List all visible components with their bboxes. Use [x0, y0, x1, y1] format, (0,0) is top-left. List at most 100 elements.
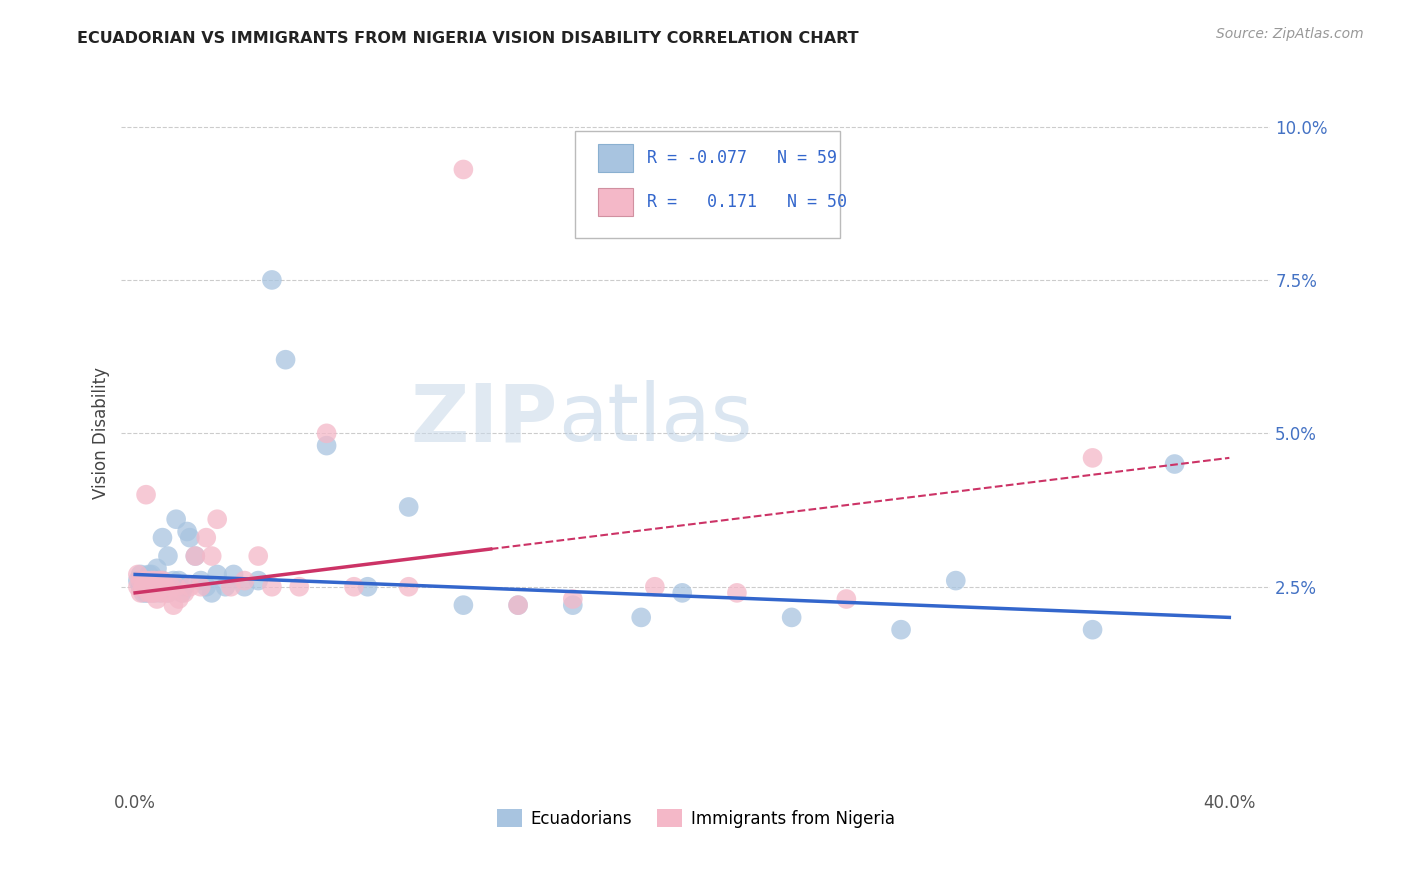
Point	[173, 580, 195, 594]
Point	[173, 586, 195, 600]
Point	[138, 567, 160, 582]
Point	[156, 586, 179, 600]
Point	[1081, 450, 1104, 465]
Point	[127, 580, 149, 594]
Y-axis label: Vision Disability: Vision Disability	[93, 368, 110, 500]
Point	[725, 586, 748, 600]
Point	[214, 580, 236, 594]
FancyBboxPatch shape	[598, 187, 633, 216]
Point	[149, 574, 172, 588]
Point	[453, 598, 475, 612]
Point	[156, 549, 179, 563]
Point	[149, 580, 172, 594]
Point	[1081, 623, 1104, 637]
Point	[129, 574, 152, 588]
Point	[398, 500, 420, 514]
Text: ECUADORIAN VS IMMIGRANTS FROM NIGERIA VISION DISABILITY CORRELATION CHART: ECUADORIAN VS IMMIGRANTS FROM NIGERIA VI…	[77, 31, 859, 46]
Point	[152, 586, 174, 600]
Point	[205, 567, 228, 582]
Point	[780, 610, 803, 624]
Point	[146, 561, 169, 575]
Point	[184, 549, 207, 563]
Point	[506, 598, 529, 612]
Point	[247, 574, 270, 588]
Point	[138, 580, 160, 594]
Point	[343, 580, 366, 594]
Point	[149, 580, 172, 594]
Point	[146, 592, 169, 607]
Point	[135, 580, 157, 594]
Point	[141, 580, 163, 594]
Point	[143, 586, 166, 600]
Point	[398, 580, 420, 594]
Point	[159, 580, 181, 594]
Point	[132, 580, 155, 594]
Point	[132, 574, 155, 588]
Point	[247, 549, 270, 563]
FancyBboxPatch shape	[598, 144, 633, 172]
Point	[288, 580, 311, 594]
Point	[167, 574, 190, 588]
Point	[146, 580, 169, 594]
Point	[835, 592, 858, 607]
Point	[170, 586, 193, 600]
Point	[260, 580, 283, 594]
Legend: Ecuadorians, Immigrants from Nigeria: Ecuadorians, Immigrants from Nigeria	[491, 803, 901, 834]
Point	[143, 580, 166, 594]
Point	[179, 580, 201, 594]
Point	[184, 549, 207, 563]
Point	[205, 512, 228, 526]
Point	[129, 586, 152, 600]
Point	[201, 549, 224, 563]
Point	[132, 580, 155, 594]
Point	[890, 623, 912, 637]
Point	[143, 574, 166, 588]
Point	[561, 598, 583, 612]
Point	[162, 574, 184, 588]
Point	[165, 512, 187, 526]
Point	[506, 598, 529, 612]
Point	[138, 586, 160, 600]
Point	[138, 580, 160, 594]
Point	[129, 580, 152, 594]
Text: Source: ZipAtlas.com: Source: ZipAtlas.com	[1216, 27, 1364, 41]
Text: atlas: atlas	[558, 380, 752, 458]
Point	[671, 586, 693, 600]
Point	[156, 586, 179, 600]
Point	[315, 426, 337, 441]
Point	[141, 580, 163, 594]
Point	[630, 610, 652, 624]
Point	[135, 574, 157, 588]
FancyBboxPatch shape	[575, 131, 839, 237]
Point	[146, 574, 169, 588]
Point	[135, 574, 157, 588]
Point	[233, 574, 256, 588]
Point	[129, 567, 152, 582]
Point	[135, 488, 157, 502]
Point	[152, 574, 174, 588]
Point	[195, 531, 218, 545]
Text: R =   0.171   N = 50: R = 0.171 N = 50	[647, 193, 846, 211]
Point	[152, 574, 174, 588]
Point	[143, 574, 166, 588]
Point	[138, 586, 160, 600]
Point	[356, 580, 378, 594]
Point	[132, 586, 155, 600]
Point	[222, 567, 245, 582]
Point	[167, 592, 190, 607]
Point	[135, 586, 157, 600]
Text: ZIP: ZIP	[411, 380, 558, 458]
Point	[155, 580, 177, 594]
Point	[127, 574, 149, 588]
Point	[132, 580, 155, 594]
Point	[219, 580, 242, 594]
Point	[141, 567, 163, 582]
Point	[162, 598, 184, 612]
Point	[165, 580, 187, 594]
Point	[141, 574, 163, 588]
Point	[945, 574, 967, 588]
Point	[201, 586, 224, 600]
Point	[143, 580, 166, 594]
Point	[233, 580, 256, 594]
Point	[1163, 457, 1185, 471]
